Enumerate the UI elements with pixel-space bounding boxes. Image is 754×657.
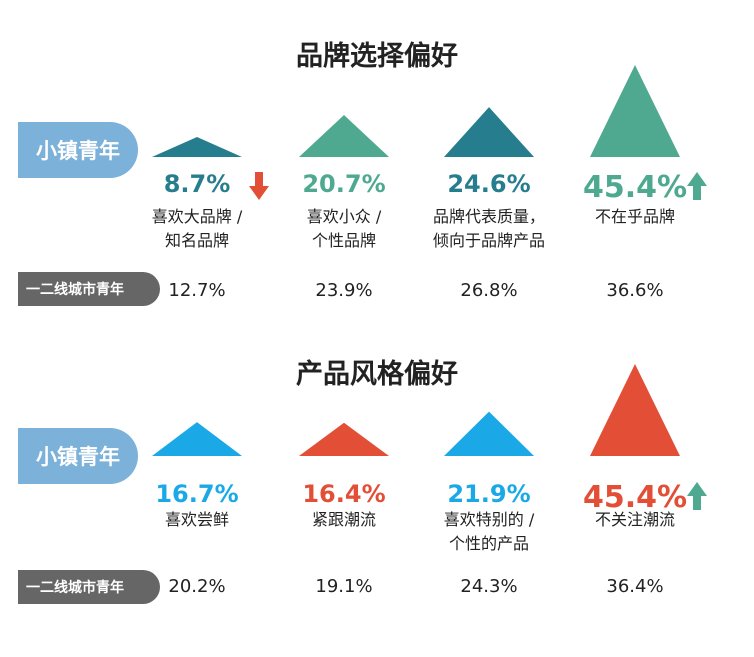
category-label-1-3: 不关注潮流 bbox=[565, 508, 705, 532]
big-city-value-0-1: 23.9% bbox=[315, 280, 373, 301]
pct-label-0-1: 20.7% bbox=[302, 170, 386, 198]
triangle-1-3 bbox=[590, 364, 680, 456]
triangle-1-0 bbox=[152, 422, 242, 456]
category-label-1-1: 紧跟潮流 bbox=[274, 508, 414, 532]
small-town-badge-2: 小镇青年 bbox=[18, 428, 138, 484]
big-city-badge-1: 一二线城市青年 bbox=[18, 272, 160, 306]
triangle-1-1 bbox=[299, 422, 389, 456]
up-arrow-icon bbox=[687, 172, 707, 200]
triangle-0-1 bbox=[299, 115, 389, 157]
up-arrow-icon bbox=[687, 482, 707, 510]
pct-label-0-2: 24.6% bbox=[447, 170, 531, 198]
big-city-value-0-3: 36.6% bbox=[606, 280, 664, 301]
category-label-line1: 不关注潮流 bbox=[594, 510, 675, 529]
big-city-value-1-1: 19.1% bbox=[315, 576, 373, 597]
category-label-line2: 倾向于品牌产品 bbox=[432, 231, 545, 250]
category-label-line1: 喜欢小众 / bbox=[306, 207, 382, 226]
category-label-line1: 喜欢尝鲜 bbox=[164, 510, 229, 529]
category-label-0-1: 喜欢小众 / 个性品牌 bbox=[274, 205, 414, 253]
chart-title-style: 产品风格偏好 bbox=[296, 359, 458, 390]
triangle-0-0 bbox=[152, 137, 242, 157]
pct-label-1-1: 16.4% bbox=[302, 480, 386, 508]
big-city-value-1-0: 20.2% bbox=[168, 576, 226, 597]
big-city-badge-2: 一二线城市青年 bbox=[18, 570, 160, 604]
category-label-line1: 紧跟潮流 bbox=[311, 510, 376, 529]
big-city-value-1-2: 24.3% bbox=[460, 576, 518, 597]
category-label-line1: 品牌代表质量， bbox=[432, 207, 545, 226]
down-arrow-icon bbox=[249, 172, 269, 200]
big-city-value-0-0: 12.7% bbox=[168, 280, 226, 301]
pct-label-0-3: 45.4% bbox=[582, 170, 688, 205]
category-label-line1: 喜欢特别的 / bbox=[443, 510, 535, 529]
triangle-0-2 bbox=[444, 107, 534, 157]
pct-label-0-0: 8.7% bbox=[163, 170, 231, 198]
pct-label-1-3: 45.4% bbox=[582, 480, 688, 515]
category-label-line2: 个性品牌 bbox=[311, 231, 376, 250]
big-city-value-1-3: 36.4% bbox=[606, 576, 664, 597]
category-label-line2: 个性的产品 bbox=[448, 534, 529, 553]
pct-label-1-0: 16.7% bbox=[155, 480, 239, 508]
big-city-value-0-2: 26.8% bbox=[460, 280, 518, 301]
small-town-badge-1: 小镇青年 bbox=[18, 122, 138, 178]
category-label-line2: 知名品牌 bbox=[164, 231, 229, 250]
category-label-0-2: 品牌代表质量， 倾向于品牌产品 bbox=[419, 205, 559, 253]
chart-title-brand: 品牌选择偏好 bbox=[296, 41, 458, 72]
category-label-1-2: 喜欢特别的 / 个性的产品 bbox=[419, 508, 559, 556]
category-label-0-3: 不在乎品牌 bbox=[565, 205, 705, 229]
triangle-1-2 bbox=[444, 411, 534, 456]
category-label-1-0: 喜欢尝鲜 bbox=[127, 508, 267, 532]
category-label-0-0: 喜欢大品牌 / 知名品牌 bbox=[127, 205, 267, 253]
category-label-line1: 喜欢大品牌 / bbox=[151, 207, 243, 226]
pct-label-1-2: 21.9% bbox=[447, 480, 531, 508]
category-label-line1: 不在乎品牌 bbox=[594, 207, 675, 226]
triangle-0-3 bbox=[590, 65, 680, 157]
